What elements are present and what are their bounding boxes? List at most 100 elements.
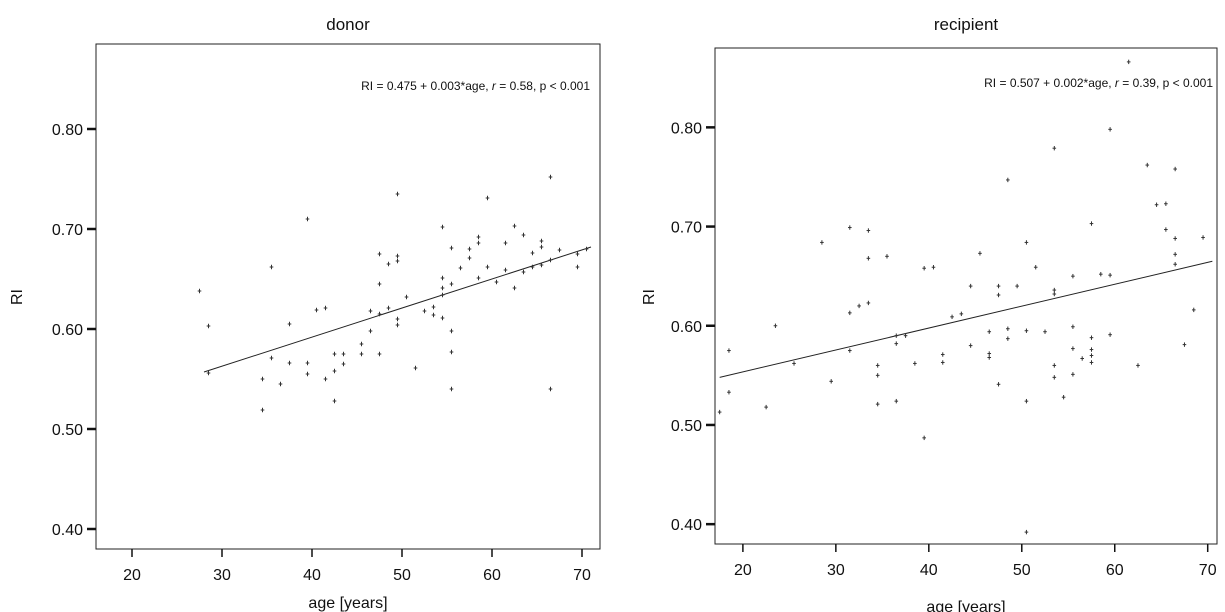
data-point	[431, 304, 436, 310]
data-point	[1173, 166, 1177, 172]
data-point	[764, 404, 768, 410]
data-point	[485, 264, 490, 270]
data-point	[377, 251, 382, 257]
data-point	[1182, 342, 1187, 347]
data-point	[584, 246, 589, 252]
y-tick-label: 0.70	[671, 220, 702, 237]
data-point	[875, 401, 880, 407]
donor-chart: donor 0.40 0.50 0.60 0.70 0.80 20 30 40 50 60 70 age…	[9, 15, 601, 612]
data-point	[866, 228, 871, 233]
data-point	[341, 361, 346, 367]
x-axis-label: age [years]	[308, 595, 387, 612]
data-point	[539, 262, 544, 268]
data-point	[323, 376, 328, 382]
data-point	[903, 333, 908, 338]
data-point	[1052, 363, 1057, 368]
data-point	[987, 329, 992, 334]
data-point	[1126, 59, 1131, 65]
data-point	[727, 348, 731, 353]
data-point	[959, 311, 964, 317]
data-point	[931, 265, 936, 270]
data-point	[857, 303, 861, 309]
plot-frame	[714, 47, 1218, 545]
data-point	[894, 341, 899, 346]
data-point	[476, 275, 481, 281]
y-tick-label: 0.70	[52, 222, 83, 239]
y-tick-label: 0.60	[671, 319, 702, 336]
data-point	[922, 266, 926, 271]
data-point	[1071, 273, 1075, 279]
data-point	[847, 348, 852, 353]
y-tick-label: 0.50	[52, 422, 83, 439]
x-axis-label: age [years]	[926, 599, 1005, 612]
y-axis-label: RI	[641, 289, 658, 305]
x-tick-label: 70	[573, 567, 591, 584]
recipient-chart: recipient 0.40 0.50 0.60 0.70 0.80 20 30 40 50 60 7…	[641, 15, 1218, 612]
data-point	[820, 240, 824, 245]
data-point	[305, 360, 310, 366]
data-point	[717, 409, 722, 415]
data-point	[773, 323, 778, 328]
data-point	[1071, 372, 1075, 377]
data-point	[269, 355, 274, 361]
data-point	[894, 398, 899, 404]
annotation-suffix: = 0.58, p < 0.001	[496, 79, 590, 93]
data-point	[847, 310, 852, 316]
data-point	[530, 264, 535, 270]
data-point	[1052, 145, 1057, 151]
data-point	[1006, 177, 1010, 183]
data-point	[1071, 346, 1075, 351]
data-point	[1164, 227, 1168, 232]
data-point	[987, 351, 992, 356]
data-point	[377, 281, 382, 287]
data-point	[467, 255, 472, 261]
data-point	[503, 240, 508, 246]
data-point	[539, 244, 544, 250]
data-point	[413, 365, 418, 371]
data-point	[575, 251, 580, 257]
y-tick-label: 0.80	[671, 120, 702, 137]
data-point	[1052, 287, 1057, 293]
y-tick-label: 0.40	[671, 517, 702, 534]
data-point	[1136, 363, 1140, 368]
chart-title: recipient	[934, 15, 999, 34]
data-point	[885, 254, 889, 259]
data-point	[395, 316, 400, 322]
data-point	[1024, 328, 1029, 333]
data-point	[557, 247, 562, 253]
y-tick-label: 0.80	[52, 122, 83, 139]
data-point	[440, 285, 445, 291]
annotation-prefix: RI = 0.475 + 0.003*age,	[361, 79, 492, 93]
data-point	[359, 341, 364, 347]
data-point	[449, 245, 454, 251]
data-point	[440, 292, 445, 298]
annotation-r-symbol: r	[492, 79, 497, 93]
data-point	[206, 370, 211, 376]
data-point	[1024, 529, 1029, 535]
data-point	[1089, 353, 1094, 358]
data-point	[539, 238, 544, 244]
data-point	[530, 250, 535, 256]
data-point	[1089, 221, 1094, 226]
data-point	[1089, 360, 1094, 365]
y-tick-label: 0.60	[52, 322, 83, 339]
data-point	[377, 311, 382, 317]
data-point	[978, 251, 982, 256]
data-point	[521, 269, 526, 275]
data-point	[1098, 271, 1103, 277]
data-point	[206, 323, 211, 329]
data-point	[458, 265, 463, 271]
data-point	[866, 300, 871, 306]
data-point	[287, 321, 292, 327]
data-point	[792, 361, 796, 366]
data-point	[440, 224, 445, 230]
x-tick-label: 50	[1013, 562, 1031, 579]
data-point	[875, 373, 880, 378]
data-point	[431, 312, 436, 318]
data-point	[1024, 240, 1029, 245]
data-point	[1089, 347, 1094, 352]
data-point	[1071, 324, 1075, 329]
data-point	[386, 261, 391, 267]
data-point	[548, 174, 553, 180]
